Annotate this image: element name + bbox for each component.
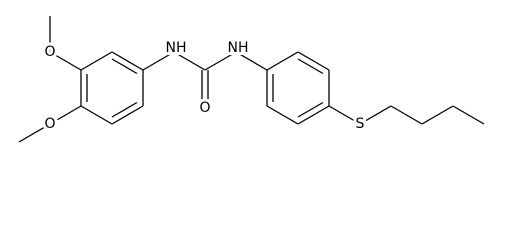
bonds [18, 16, 485, 143]
atom-label: NH [228, 40, 249, 56]
atom-label: O [44, 44, 55, 60]
bond [452, 105, 485, 125]
bond [18, 123, 51, 143]
bond [390, 105, 423, 125]
bond [297, 51, 330, 71]
atom-label: O [44, 116, 55, 132]
atom-label: O [199, 100, 210, 116]
atom-label: NH [166, 40, 187, 56]
bond [235, 51, 268, 71]
bond [49, 51, 82, 71]
bond [49, 105, 82, 125]
bond [111, 105, 144, 125]
bond [142, 51, 175, 71]
bond [173, 51, 206, 71]
bond [111, 51, 144, 71]
bond [421, 105, 454, 125]
bond [204, 51, 237, 71]
bond [266, 105, 299, 125]
bond-inner [111, 58, 138, 75]
bond-inner [111, 101, 138, 118]
bond [297, 105, 330, 125]
atom-label: S [356, 116, 365, 132]
atom-labels: O O NH NH O S [41, 37, 367, 135]
bond [359, 105, 392, 125]
molecule-diagram: O O NH NH O S [18, 16, 485, 143]
bond [80, 105, 113, 125]
bond-inner [297, 58, 324, 75]
bond-inner [297, 101, 324, 118]
bond [266, 51, 299, 71]
bond [80, 51, 113, 71]
bond [328, 105, 361, 125]
